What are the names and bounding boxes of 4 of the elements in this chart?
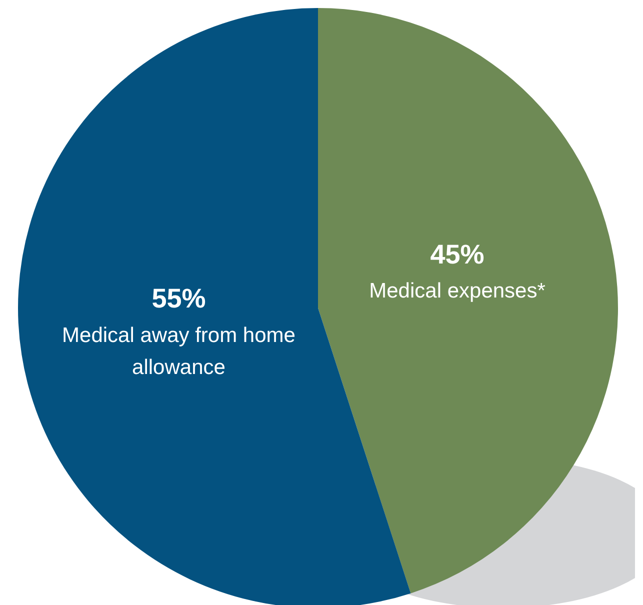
slice-label: Medical expenses* [369, 280, 546, 303]
slice-label: Medical away from home allowance [62, 324, 296, 379]
data-label: 45% [430, 239, 484, 270]
data-label: 55% [152, 284, 206, 314]
